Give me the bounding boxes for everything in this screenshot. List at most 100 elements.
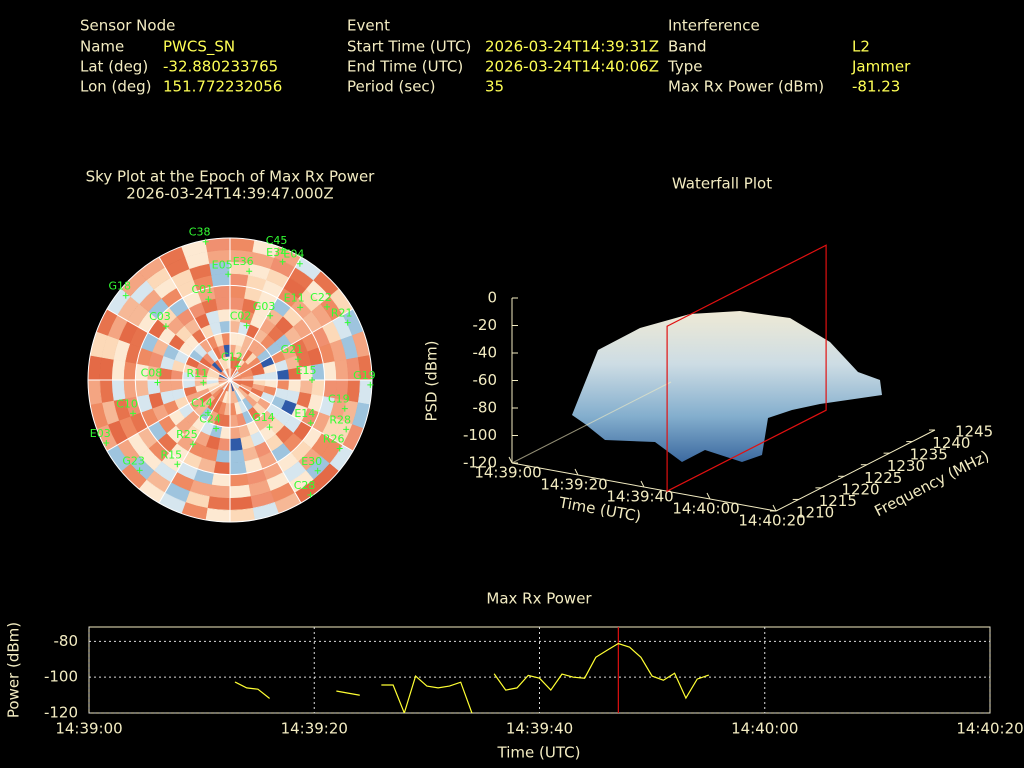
sky-cell	[170, 379, 184, 391]
sky-cell	[205, 237, 231, 253]
sky-cell	[334, 359, 349, 381]
satellite-label: C03	[149, 310, 171, 323]
time-tick-label: 14:39:20	[540, 476, 607, 494]
satellite-label: E30	[301, 455, 322, 468]
sky-cell	[135, 379, 149, 397]
satellite-marker	[246, 268, 253, 275]
section-title: Interference	[668, 17, 760, 35]
satellite-marker	[189, 441, 196, 448]
line-y-label: Power (dBm)	[5, 622, 23, 718]
satellite-label: C24	[199, 413, 221, 426]
satellite-label: R21	[331, 307, 353, 320]
sky-cell	[299, 379, 314, 395]
azimuth-spoke	[106, 379, 231, 452]
field-label: Band	[668, 38, 707, 56]
satellite-label: C08	[141, 367, 163, 380]
satellite-marker	[307, 492, 314, 499]
satellite-marker	[279, 246, 286, 253]
freq-axis	[775, 429, 936, 512]
satellite-label: R11	[187, 367, 209, 380]
satellite-marker	[204, 409, 211, 416]
field-value: 2026-03-24T14:39:31Z	[485, 38, 659, 56]
satellite-label: C10	[116, 397, 138, 410]
azimuth-spoke	[229, 379, 354, 452]
y-tick-label: -80	[54, 632, 79, 650]
y-tick-label: -100	[44, 668, 78, 686]
waterfall-title: Waterfall Plot	[672, 175, 772, 193]
header: Sensor Node Name PWCS_SN Lat (deg) -32.88023…	[80, 17, 911, 96]
freq-tick-label: 1235	[910, 446, 948, 464]
sky-cell	[111, 359, 126, 381]
satellite-label: C12	[221, 350, 243, 363]
satellite-label: G19	[353, 369, 376, 382]
satellite-marker	[154, 379, 161, 386]
sky-cell	[311, 379, 325, 397]
sky-cell	[322, 361, 337, 381]
satellite-label: C02	[230, 310, 252, 323]
satellite-label: E03	[90, 427, 111, 440]
field-label: End Time (UTC)	[347, 58, 463, 76]
sky-cell	[87, 355, 103, 381]
azimuth-spoke	[158, 256, 231, 381]
time-tick	[508, 456, 513, 464]
satellite-marker	[324, 303, 331, 310]
z-tick-label: -120	[463, 454, 497, 472]
satellite-marker	[122, 292, 129, 299]
satellite-marker	[266, 424, 273, 431]
satellite-marker	[103, 440, 110, 447]
waterfall-surface	[572, 311, 882, 462]
satellite-label: C38	[189, 226, 211, 239]
satellite-label: C22	[310, 291, 332, 304]
x-tick-label: 14:40:00	[731, 720, 798, 738]
satellite-label: E36	[233, 255, 254, 268]
azimuth-spoke	[229, 308, 354, 381]
section-title: Sensor Node	[80, 17, 175, 35]
satellite-label: G18	[109, 280, 132, 293]
field-label: Lat (deg)	[80, 58, 148, 76]
field-label: Period (sec)	[347, 78, 436, 96]
satellite-marker	[294, 356, 301, 363]
sky-cell	[213, 461, 231, 475]
satellite-label: C28	[294, 479, 316, 492]
freq-tick-label: 1210	[796, 504, 834, 522]
section-title: Event	[347, 17, 390, 35]
azimuth-spoke	[158, 379, 231, 504]
x-tick-label: 14:39:40	[506, 720, 573, 738]
x-tick-label: 14:40:20	[956, 720, 1023, 738]
satellite-label: E05	[212, 258, 233, 271]
sky-cell	[229, 285, 247, 299]
field-value: L2	[852, 38, 870, 56]
satellite-label: C19	[328, 393, 350, 406]
satellite-label: R26	[323, 433, 345, 446]
field-label: Max Rx Power (dBm)	[668, 78, 824, 96]
azimuth-spoke	[229, 379, 302, 504]
field-value: 35	[485, 78, 504, 96]
field-value: -81.23	[852, 78, 900, 96]
satellite-marker	[344, 319, 351, 326]
satellite-marker	[267, 312, 274, 319]
satellite-marker	[343, 426, 350, 433]
satellite-label: R25	[176, 428, 198, 441]
satellite-marker	[367, 381, 374, 388]
time-tick-label: 14:40:00	[672, 500, 739, 518]
sky-cell	[215, 449, 231, 464]
satellite-marker	[309, 377, 316, 383]
field-label: Lon (deg)	[80, 78, 152, 96]
line-title: Max Rx Power	[486, 590, 592, 608]
sky-cell	[229, 273, 249, 288]
sky-cell	[123, 361, 138, 381]
time-tick	[640, 480, 645, 488]
epoch-plane	[666, 244, 827, 493]
sky-cell	[213, 285, 231, 299]
sky-cell	[205, 507, 231, 523]
freq-tick-label: 1230	[887, 457, 925, 475]
field-value: 2026-03-24T14:40:06Z	[485, 58, 659, 76]
sky-cell	[229, 237, 255, 253]
sky-cell	[87, 379, 103, 405]
sky-cell	[229, 472, 249, 487]
x-tick-label: 14:39:00	[55, 720, 122, 738]
satellite-label: E04	[283, 248, 304, 261]
field-value: Jammer	[851, 58, 911, 76]
